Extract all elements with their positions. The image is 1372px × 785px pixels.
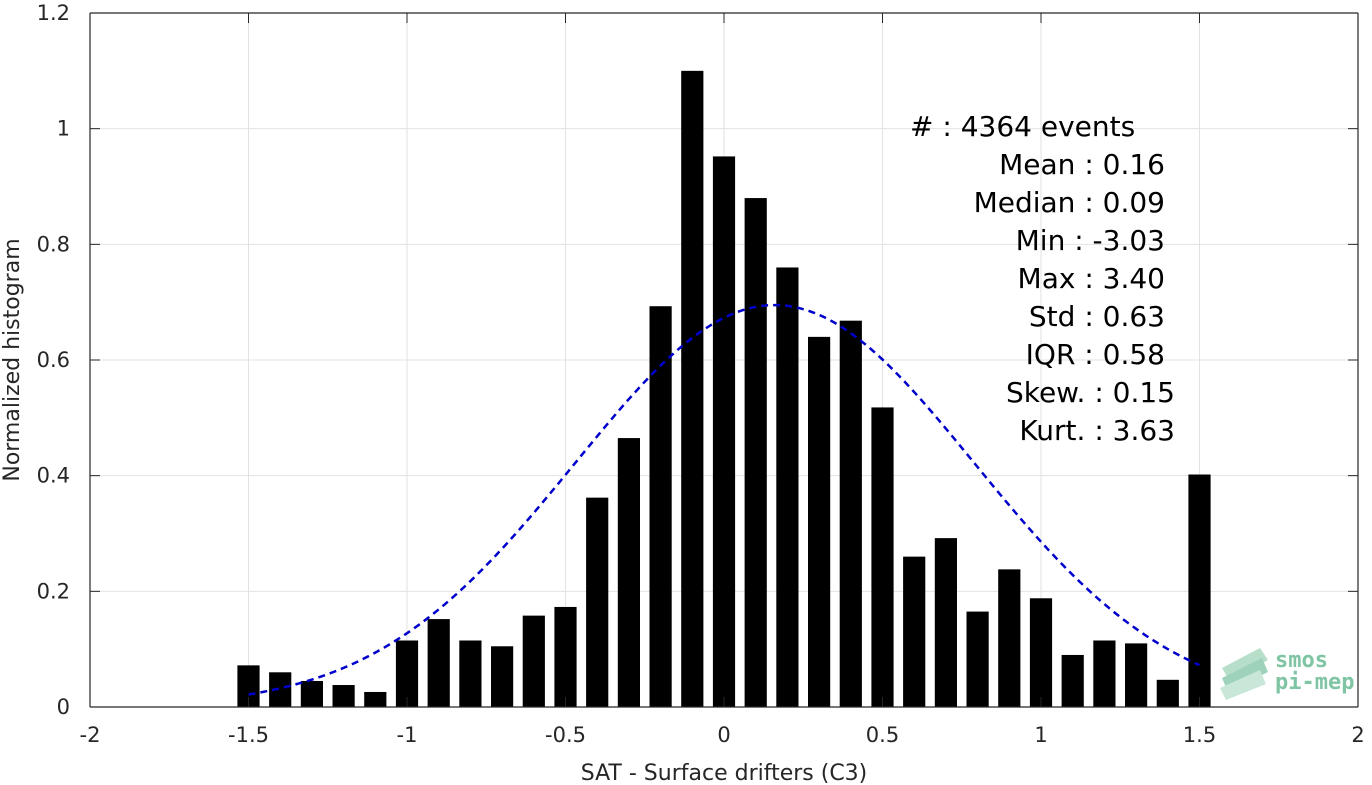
y-tick-label: 1 [57,117,70,141]
x-tick-label: -1.5 [228,723,269,747]
histogram-bar [491,646,514,707]
x-tick-label: -1 [397,723,418,747]
histogram-bar [459,640,482,707]
histogram-bar [300,680,323,707]
stat-line: # : 4364 events [910,110,1135,143]
y-tick-label: 0.4 [37,464,70,488]
histogram-bar [1125,643,1148,707]
x-tick-label: 0 [717,723,730,747]
y-tick-label: 0 [57,695,70,719]
stat-line: Max : 3.40 [1018,262,1165,295]
histogram-bar [237,665,260,707]
histogram-bar [427,619,450,707]
x-tick-label: 1 [1034,723,1047,747]
histogram-bar [522,615,545,707]
x-axis-label: SAT - Surface drifters (C3) [581,761,868,785]
x-tick-label: 0.5 [866,723,899,747]
histogram-bar [1156,679,1179,707]
logo-text-smos: smos [1275,648,1328,673]
histogram-bar [269,672,292,707]
stat-line: Min : -3.03 [1016,224,1165,257]
logo-text-pimep: pi-mep [1275,670,1354,695]
gaussian-fit-curve [248,303,1201,696]
histogram-bar [395,640,419,707]
y-tick-label: 0.8 [37,232,70,256]
histogram-bar [871,407,894,707]
histogram-bar [1188,474,1211,707]
histogram-bar [1061,654,1084,707]
histogram-bar [649,306,672,707]
histogram-bar [998,569,1021,707]
histogram-bar [554,606,577,707]
histogram-bar [617,438,640,707]
stat-line: Kurt. : 3.63 [1019,414,1175,447]
smos-pi-mep-logo: smos pi-mep [1220,648,1354,700]
stat-line: Mean : 0.16 [999,148,1165,181]
histogram-bar [808,336,831,707]
histogram-bar [332,685,355,707]
x-tick-label: 1.5 [1183,723,1216,747]
histogram-bar [1093,640,1116,707]
x-tick-label: -0.5 [545,723,586,747]
histogram-bar [712,156,736,708]
histogram-bar [776,267,799,707]
histogram-bar [586,497,609,707]
y-tick-label: 1.2 [37,1,70,25]
histogram-bar [839,320,862,707]
histogram-bar [681,70,704,708]
y-axis-ticks: 0 0.2 0.4 0.6 0.8 1 1.2 [37,1,1358,719]
histogram-bar [934,538,957,707]
y-tick-label: 0.6 [37,348,70,372]
logo-graphic-icon [1220,648,1268,700]
y-axis-label: Normalized histogram [0,238,25,481]
histogram-bar [966,611,989,707]
x-tick-label: -2 [80,723,101,747]
y-tick-label: 0.2 [37,579,70,603]
x-axis-ticks: -2 -1.5 -1 -0.5 0 0.5 1 1.5 2 [80,13,1365,747]
stat-line: IQR : 0.58 [1026,338,1165,371]
stat-line: Std : 0.63 [1029,300,1165,333]
x-tick-label: 2 [1351,723,1364,747]
statistics-annotation: # : 4364 events Mean : 0.16 Median : 0.09 M… [910,110,1175,447]
histogram-bar [364,691,387,707]
histogram-bar [903,556,926,707]
stat-line: Skew. : 0.15 [1006,376,1175,409]
stat-line: Median : 0.09 [974,186,1165,219]
histogram-bar [1029,598,1053,707]
histogram-bars [237,70,1211,708]
histogram-bar [744,198,767,708]
